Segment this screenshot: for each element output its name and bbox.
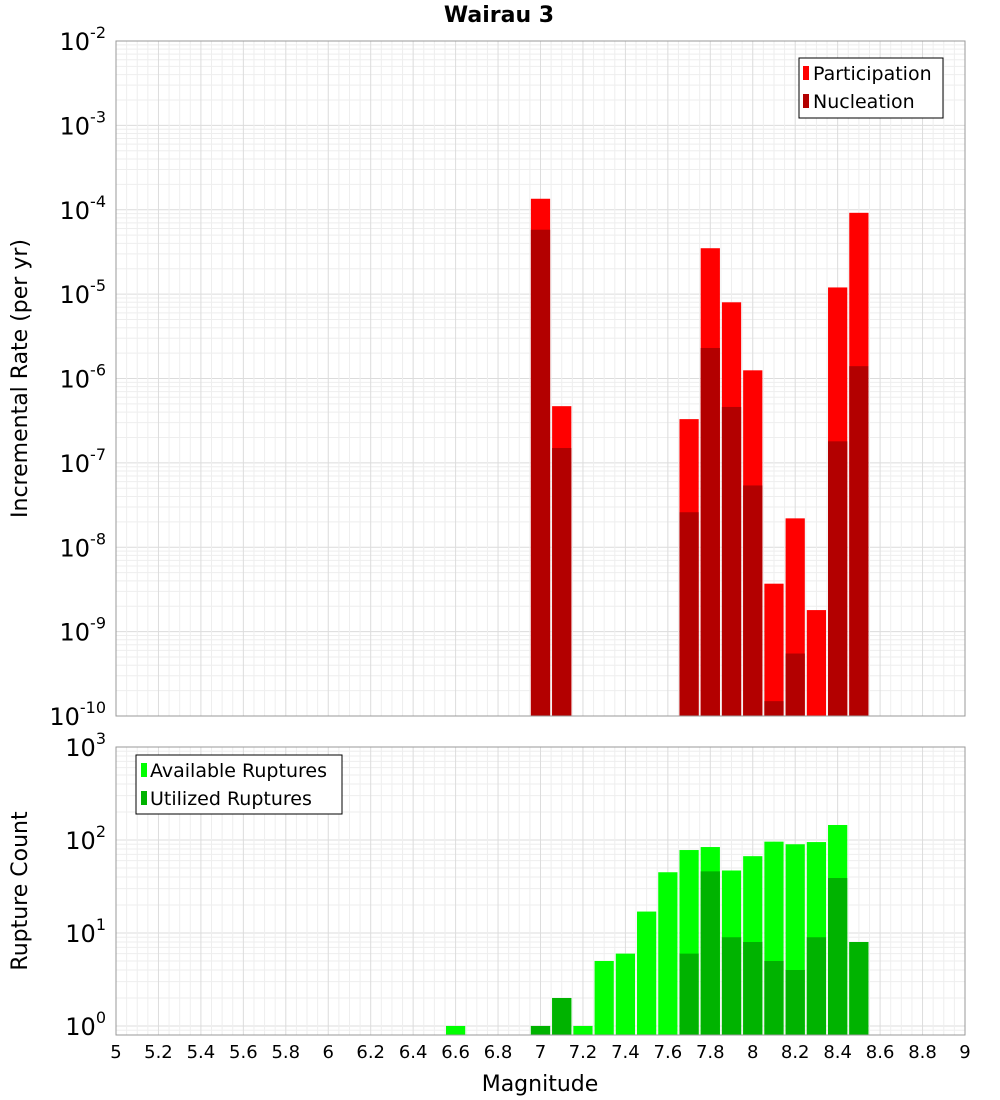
y-tick-label: 10-3 — [60, 107, 107, 140]
bar-available-ruptures-7-3 — [594, 960, 614, 1035]
bar-utilized-ruptures-8-2 — [785, 969, 805, 1035]
bar-utilized-ruptures-7-1 — [552, 997, 572, 1035]
x-tick-label: 5.8 — [271, 1042, 300, 1063]
y-tick-label: 102 — [65, 822, 106, 855]
legend-label: Available Ruptures — [150, 760, 327, 782]
x-tick-label: 8.8 — [908, 1042, 937, 1063]
bar-available-ruptures-7-6 — [658, 872, 678, 1035]
bar-utilized-ruptures-7-7 — [679, 953, 699, 1035]
x-tick-label: 5 — [110, 1042, 121, 1063]
bar-utilized-ruptures-8-5 — [849, 942, 869, 1035]
x-tick-label: 7.6 — [654, 1042, 683, 1063]
legend-swatch — [803, 66, 809, 80]
bar-nucleation-7-8 — [700, 347, 720, 716]
x-tick-label: 6.8 — [484, 1042, 513, 1063]
bar-utilized-ruptures-8-4 — [828, 878, 848, 1035]
x-tick-label: 7.8 — [696, 1042, 725, 1063]
bar-utilized-ruptures-7 — [530, 1025, 551, 1035]
x-tick-label: 7.2 — [569, 1042, 598, 1063]
x-tick-label: 6.2 — [356, 1042, 385, 1063]
bar-available-ruptures-7-4 — [615, 953, 636, 1035]
bar-participation-8-1 — [764, 583, 784, 716]
y-axis-label: Incremental Rate (per yr) — [8, 239, 33, 518]
bar-utilized-ruptures-7-9 — [721, 937, 742, 1035]
y-tick-label: 100 — [65, 1008, 106, 1041]
y-tick-label: 10-4 — [60, 192, 107, 225]
bottom-panel-frame — [115, 746, 966, 1036]
legend-top: Participation Nucleation — [798, 57, 944, 119]
y-tick-label: 10-2 — [60, 23, 107, 56]
bar-nucleation-7 — [530, 229, 551, 717]
y-tick-label: 103 — [65, 729, 106, 762]
y-tick-label: 10-5 — [60, 276, 107, 309]
x-tick-label: 8.2 — [781, 1042, 810, 1063]
legend-bottom: Available Ruptures Utilized Ruptures — [135, 754, 343, 815]
y-tick-label: 10-6 — [60, 361, 107, 394]
bar-utilized-ruptures-8 — [743, 942, 763, 1035]
x-tick-label: 6 — [323, 1042, 334, 1063]
y-tick-label: 10-8 — [60, 529, 107, 562]
bar-nucleation-8 — [743, 485, 763, 716]
x-tick-label: 8.4 — [823, 1042, 852, 1063]
bar-participation-8-3 — [806, 610, 827, 716]
bar-nucleation-8-4 — [828, 441, 848, 716]
bar-nucleation-7-1 — [552, 448, 572, 716]
legend-label: Participation — [813, 63, 932, 85]
bar-nucleation-7-7 — [679, 512, 699, 716]
x-tick-label: 7 — [535, 1042, 546, 1063]
bar-utilized-ruptures-7-8 — [700, 871, 720, 1035]
y-tick-label: 101 — [65, 915, 106, 948]
legend-swatch — [803, 94, 809, 108]
y-tick-label: 10-10 — [49, 698, 106, 731]
x-tick-label: 6.6 — [441, 1042, 470, 1063]
bar-available-ruptures-7-5 — [637, 911, 657, 1035]
chart-title: Wairau 3 — [444, 3, 554, 28]
x-tick-label: 9 — [959, 1042, 970, 1063]
participation-nucleation-panel: 10-2 10-3 10-4 10-5 10-6 10-7 10-8 10-9 10-10 Inc… — [8, 23, 966, 731]
legend-label: Nucleation — [813, 91, 915, 113]
top-panel-frame — [115, 40, 966, 717]
y-tick-label: 10-7 — [60, 445, 107, 478]
x-tick-label: 5.2 — [144, 1042, 173, 1063]
bar-nucleation-8-5 — [849, 366, 869, 716]
x-tick-label: 6.4 — [399, 1042, 428, 1063]
x-tick-label: 5.6 — [229, 1042, 258, 1063]
bar-utilized-ruptures-8-3 — [806, 937, 827, 1035]
rupture-count-panel: 103 102 101 100 Rupture Count Available Ruptu… — [8, 729, 971, 1063]
bar-available-ruptures-6-6 — [445, 1025, 466, 1035]
legend-box — [135, 754, 343, 815]
y-tick-label: 10-9 — [60, 614, 107, 647]
legend-box — [798, 57, 944, 119]
x-tick-label: 7.4 — [611, 1042, 640, 1063]
bar-nucleation-8-1 — [764, 701, 784, 716]
legend-label: Utilized Ruptures — [150, 788, 312, 810]
legend-swatch — [141, 763, 147, 777]
x-axis-label: Magnitude — [482, 1072, 599, 1097]
x-tick-label: 8.6 — [866, 1042, 895, 1063]
bar-nucleation-8-2 — [785, 653, 805, 716]
x-tick-label: 8 — [747, 1042, 758, 1063]
x-tick-label: 5.4 — [187, 1042, 216, 1063]
legend-swatch — [141, 791, 147, 805]
y-axis-label: Rupture Count — [8, 811, 33, 971]
bar-nucleation-7-9 — [721, 406, 742, 716]
bar-utilized-ruptures-8-1 — [764, 960, 784, 1035]
bar-available-ruptures-7-2 — [573, 1025, 593, 1035]
